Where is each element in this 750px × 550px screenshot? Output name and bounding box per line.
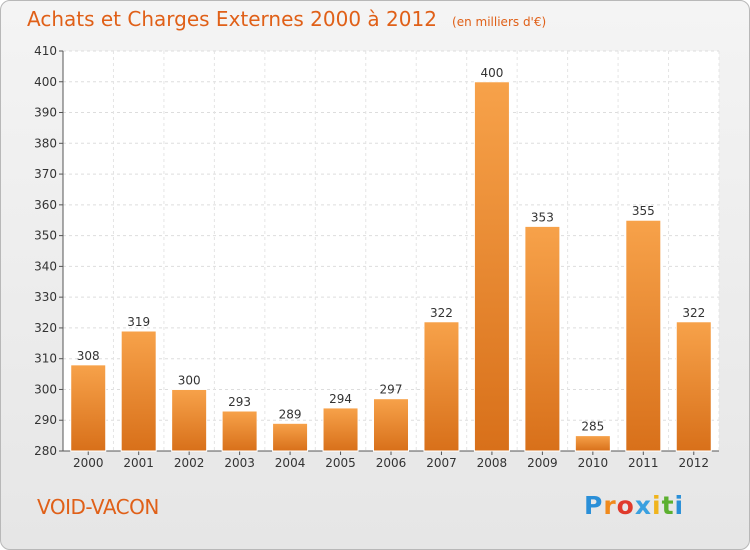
y-tick-label: 410 [34, 44, 57, 58]
x-tick-label: 2000 [73, 456, 104, 470]
y-tick-label: 290 [34, 413, 57, 427]
y-tick-label: 320 [34, 321, 57, 335]
y-tick-label: 280 [34, 444, 57, 458]
x-tick-label: 2001 [123, 456, 154, 470]
y-tick-label: 310 [34, 352, 57, 366]
bar-2002 [171, 388, 208, 452]
bar-2010 [574, 435, 611, 452]
bar-value-label: 322 [682, 306, 705, 320]
bar-2008 [473, 81, 510, 452]
chart-title: Achats et Charges Externes 2000 à 2012 [27, 7, 437, 31]
logo-letter: r [603, 491, 617, 520]
logo-letter: x [634, 491, 652, 520]
logo-letter: P [584, 491, 604, 520]
y-tick-label: 370 [34, 167, 57, 181]
y-tick-label: 360 [34, 198, 57, 212]
bar-2000 [70, 364, 107, 452]
bar-value-label: 319 [127, 315, 150, 329]
logo-letter: t [661, 491, 675, 520]
bar-value-label: 289 [279, 407, 302, 421]
x-tick-label: 2003 [224, 456, 255, 470]
proxiti-logo: Proxiti [584, 491, 684, 520]
y-tick-label: 350 [34, 229, 57, 243]
bar-value-label: 300 [178, 373, 201, 387]
bar-2005 [322, 407, 359, 452]
y-tick-label: 300 [34, 382, 57, 396]
bar-2001 [120, 330, 157, 452]
bar-value-label: 355 [632, 204, 655, 218]
x-tick-label: 2005 [325, 456, 356, 470]
bars [70, 81, 712, 452]
logo-letter: i [652, 491, 662, 520]
bar-2012 [675, 321, 712, 452]
y-tick-label: 390 [34, 106, 57, 120]
plot-area [63, 51, 719, 451]
x-tick-label: 2002 [174, 456, 205, 470]
grid-lines [62, 50, 720, 452]
x-tick-label: 2010 [578, 456, 609, 470]
bar-value-label: 308 [77, 349, 100, 363]
y-tick-label: 380 [34, 136, 57, 150]
y-tick-label: 340 [34, 259, 57, 273]
x-tick-label: 2012 [678, 456, 709, 470]
bar-value-label: 400 [480, 66, 503, 80]
x-tick-label: 2011 [628, 456, 659, 470]
commune-name: VOID-VACON [37, 495, 159, 519]
bar-2009 [524, 225, 561, 452]
bar-value-label: 285 [581, 420, 604, 434]
x-tick-label: 2007 [426, 456, 457, 470]
bar-value-label: 294 [329, 392, 352, 406]
chart-subtitle: (en milliers d'€) [452, 15, 547, 29]
chart-header: Achats et Charges Externes 2000 à 2012 (… [27, 7, 546, 31]
bar-value-label: 293 [228, 395, 251, 409]
y-tick-label: 330 [34, 290, 57, 304]
bar-value-label: 322 [430, 306, 453, 320]
bar-2011 [625, 219, 662, 452]
bar-value-label: 297 [380, 383, 403, 397]
bar-2003 [221, 410, 258, 452]
data-labels: 308 319 300 293 289 294 297 322 400 353 285 355 322 [77, 66, 705, 434]
bar-2007 [423, 321, 460, 452]
bar-2004 [272, 422, 309, 452]
x-tick-label: 2006 [376, 456, 407, 470]
x-tick-label: 2008 [477, 456, 508, 470]
bar-value-label: 353 [531, 210, 554, 224]
logo-letter: o [616, 491, 635, 520]
bar-2006 [373, 398, 409, 452]
y-tick-label: 400 [34, 75, 57, 89]
logo-letter: i [674, 491, 685, 520]
x-tick-label: 2009 [527, 456, 558, 470]
x-tick-label: 2004 [275, 456, 306, 470]
